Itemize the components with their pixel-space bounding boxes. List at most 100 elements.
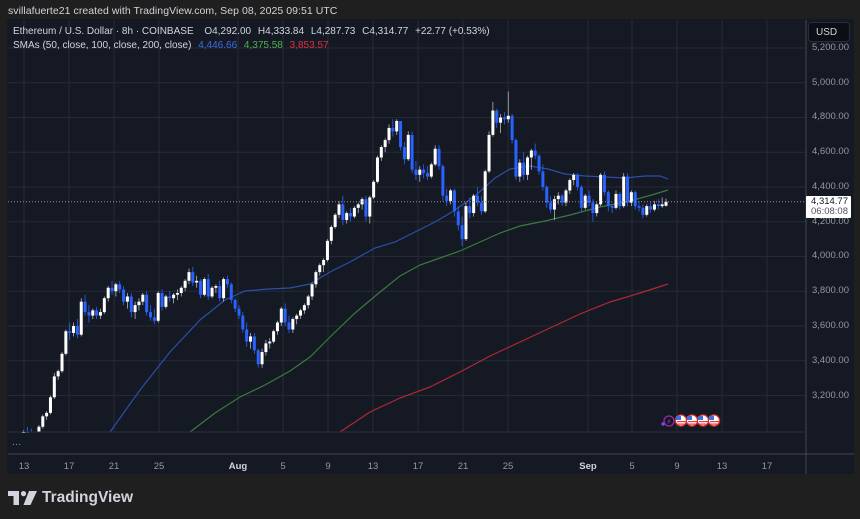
candle bbox=[60, 353, 64, 372]
candle bbox=[118, 284, 122, 290]
us-flag-event-icon bbox=[707, 414, 721, 427]
candle bbox=[75, 326, 79, 335]
candle bbox=[283, 308, 287, 323]
candle bbox=[68, 331, 72, 333]
candle bbox=[552, 199, 556, 210]
candle bbox=[160, 292, 164, 307]
candle bbox=[375, 157, 379, 182]
us-flag-event-icon bbox=[674, 414, 688, 427]
price-tick: 3,400.00 bbox=[812, 355, 849, 366]
candle bbox=[468, 206, 472, 214]
candle bbox=[87, 312, 91, 316]
candle bbox=[295, 315, 299, 320]
chart-grid bbox=[8, 20, 806, 432]
price-tick: 3,200.00 bbox=[812, 390, 849, 401]
candle bbox=[275, 322, 279, 332]
price-tick: 4,000.00 bbox=[812, 250, 849, 261]
candle bbox=[206, 279, 210, 297]
pane-menu-button[interactable]: ... bbox=[12, 437, 22, 448]
candle bbox=[302, 305, 306, 311]
sma-row: SMAs (50, close, 100, close, 200, close)… bbox=[13, 39, 494, 53]
candle bbox=[202, 279, 206, 295]
candle bbox=[637, 206, 641, 208]
candle bbox=[341, 204, 345, 221]
time-tick: 9 bbox=[674, 461, 680, 472]
us-flag-event-icon bbox=[685, 414, 699, 427]
price-tick: 4,400.00 bbox=[812, 181, 849, 192]
candle bbox=[622, 176, 626, 207]
candle bbox=[287, 322, 291, 330]
candle bbox=[83, 301, 87, 313]
time-tick: 17 bbox=[63, 461, 75, 472]
candle bbox=[45, 412, 49, 417]
candle bbox=[560, 195, 564, 203]
candle bbox=[445, 195, 449, 201]
candle bbox=[349, 213, 353, 217]
candle bbox=[568, 180, 572, 191]
candle bbox=[449, 190, 453, 201]
candle bbox=[152, 317, 156, 321]
candle bbox=[433, 148, 437, 165]
candle bbox=[618, 193, 622, 207]
candle bbox=[587, 195, 591, 203]
candle bbox=[629, 192, 633, 203]
candle bbox=[306, 296, 310, 306]
candle bbox=[64, 331, 68, 354]
candle bbox=[314, 272, 318, 285]
sma-50-line bbox=[109, 165, 669, 433]
candle bbox=[356, 204, 360, 208]
open-value: O4,292.00 bbox=[204, 26, 252, 37]
candle bbox=[218, 286, 222, 299]
time-tick: 9 bbox=[325, 461, 331, 472]
candle bbox=[37, 426, 41, 432]
candle bbox=[487, 134, 491, 172]
candle bbox=[98, 312, 102, 316]
candle bbox=[79, 301, 83, 335]
candle bbox=[329, 226, 333, 241]
candle bbox=[245, 329, 249, 342]
candle bbox=[345, 213, 349, 221]
tradingview-logo-icon bbox=[8, 491, 37, 505]
candle bbox=[48, 397, 52, 413]
candle bbox=[533, 150, 537, 156]
candle bbox=[425, 173, 429, 177]
candle bbox=[429, 164, 433, 177]
sma-lines bbox=[109, 165, 669, 433]
candle bbox=[229, 284, 233, 300]
candle bbox=[252, 336, 256, 351]
candle bbox=[372, 181, 376, 198]
svg-text:⚡: ⚡ bbox=[667, 418, 672, 426]
sma-200-line bbox=[339, 283, 669, 433]
tradingview-logo: TradingView bbox=[8, 489, 133, 507]
candle bbox=[56, 371, 60, 377]
candle bbox=[95, 310, 99, 316]
candle bbox=[187, 272, 191, 281]
candle bbox=[279, 308, 283, 323]
candle bbox=[41, 416, 45, 427]
dividend-split-icon bbox=[663, 415, 675, 427]
candle bbox=[122, 289, 126, 302]
candle bbox=[233, 299, 237, 309]
chart-frame bbox=[7, 19, 854, 474]
time-tick: 13 bbox=[367, 461, 379, 472]
candle bbox=[222, 279, 226, 299]
candle bbox=[606, 192, 610, 207]
candle bbox=[249, 336, 253, 342]
candle bbox=[168, 296, 172, 299]
candle bbox=[195, 280, 199, 283]
currency-button[interactable]: USD bbox=[808, 22, 850, 42]
sma200-value: 3,853.57 bbox=[289, 40, 329, 51]
candle bbox=[264, 343, 268, 353]
time-tick: 13 bbox=[18, 461, 30, 472]
sma-indicator-label[interactable]: SMAs (50, close, 100, close, 200, close) bbox=[13, 40, 192, 51]
candle bbox=[145, 294, 149, 313]
time-tick: 17 bbox=[761, 461, 773, 472]
price-tick: 3,800.00 bbox=[812, 285, 849, 296]
us-flag-event-icon bbox=[696, 414, 710, 427]
symbol-name[interactable]: Ethereum / U.S. Dollar · 8h · COINBASE bbox=[13, 26, 194, 37]
candle bbox=[414, 169, 418, 175]
close-value: C4,314.77 bbox=[362, 26, 409, 37]
candle bbox=[191, 272, 195, 283]
sma100-value: 4,375.58 bbox=[243, 40, 283, 51]
